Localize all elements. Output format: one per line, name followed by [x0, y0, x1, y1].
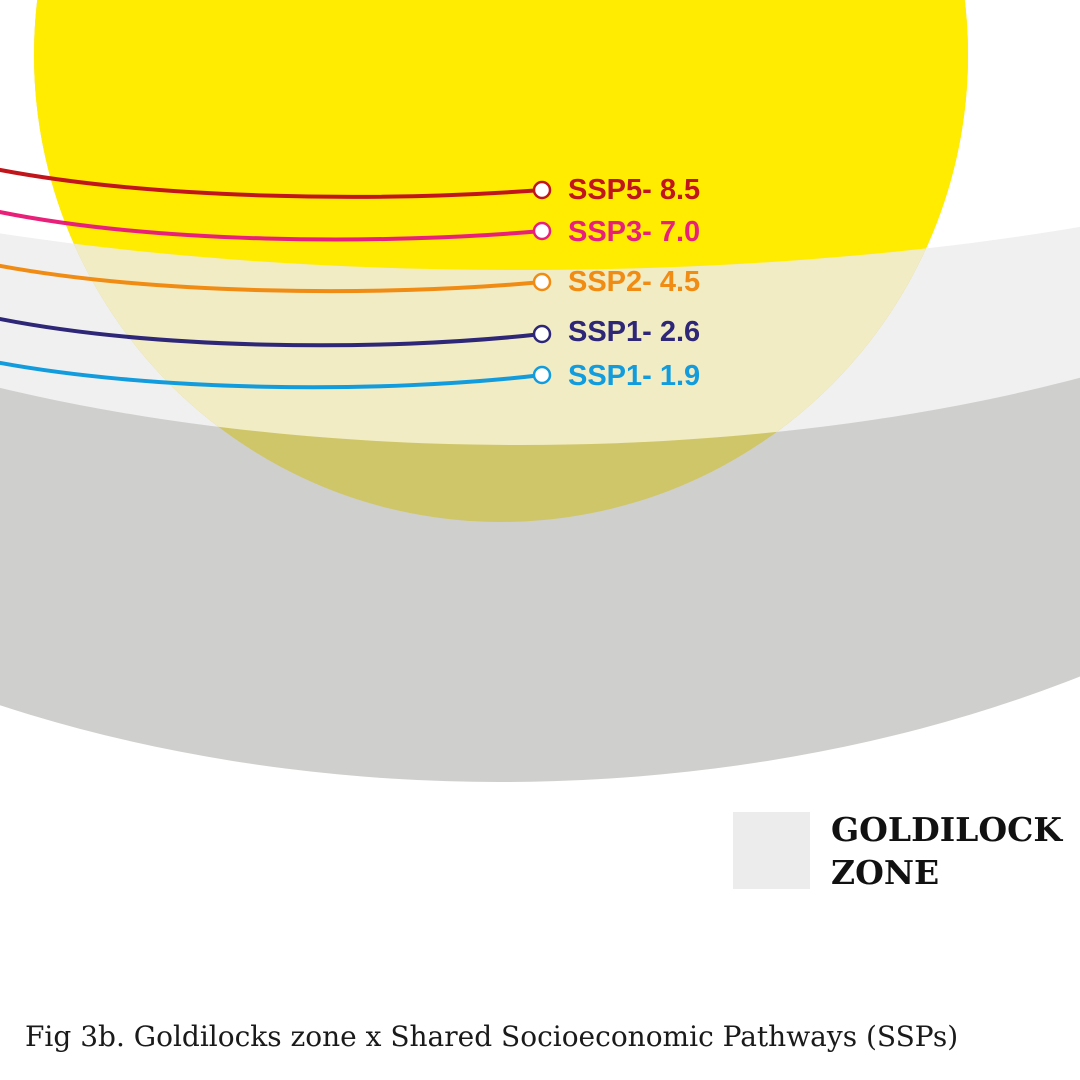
legend-label-line-1: GOLDILOCK: [831, 810, 1063, 849]
pathway-marker-ssp1-26: [532, 324, 552, 344]
figure-caption: Fig 3b. Goldilocks zone x Shared Socioec…: [25, 1020, 959, 1053]
pathway-marker-ssp1-19: [532, 365, 552, 385]
pathway-line-ssp3-70: [0, 209, 543, 242]
legend-swatch-goldilocks-zone: [733, 812, 810, 889]
pathway-label-ssp5-85: SSP5- 8.5: [568, 174, 700, 206]
pathway-label-ssp1-26: SSP1- 2.6: [568, 316, 700, 348]
pathway-line-ssp5-85: [0, 167, 543, 199]
pathway-label-ssp3-70: SSP3- 7.0: [568, 216, 700, 248]
pathway-line-ssp1-26: [0, 316, 543, 348]
pathways: [0, 167, 552, 390]
pathway-marker-ssp2-45: [532, 272, 552, 292]
legend-label-line-2: ZONE: [831, 853, 940, 892]
legend-label-goldilocks-zone: GOLDILOCK ZONE: [831, 808, 1071, 894]
pathway-marker-ssp3-70: [532, 221, 552, 241]
pathway-line-ssp2-45: [0, 263, 543, 294]
pathway-label-ssp2-45: SSP2- 4.5: [568, 266, 700, 298]
pathway-marker-ssp5-85: [532, 180, 552, 200]
pathway-label-ssp1-19: SSP1- 1.9: [568, 360, 700, 392]
pathway-line-ssp1-19: [0, 360, 543, 390]
